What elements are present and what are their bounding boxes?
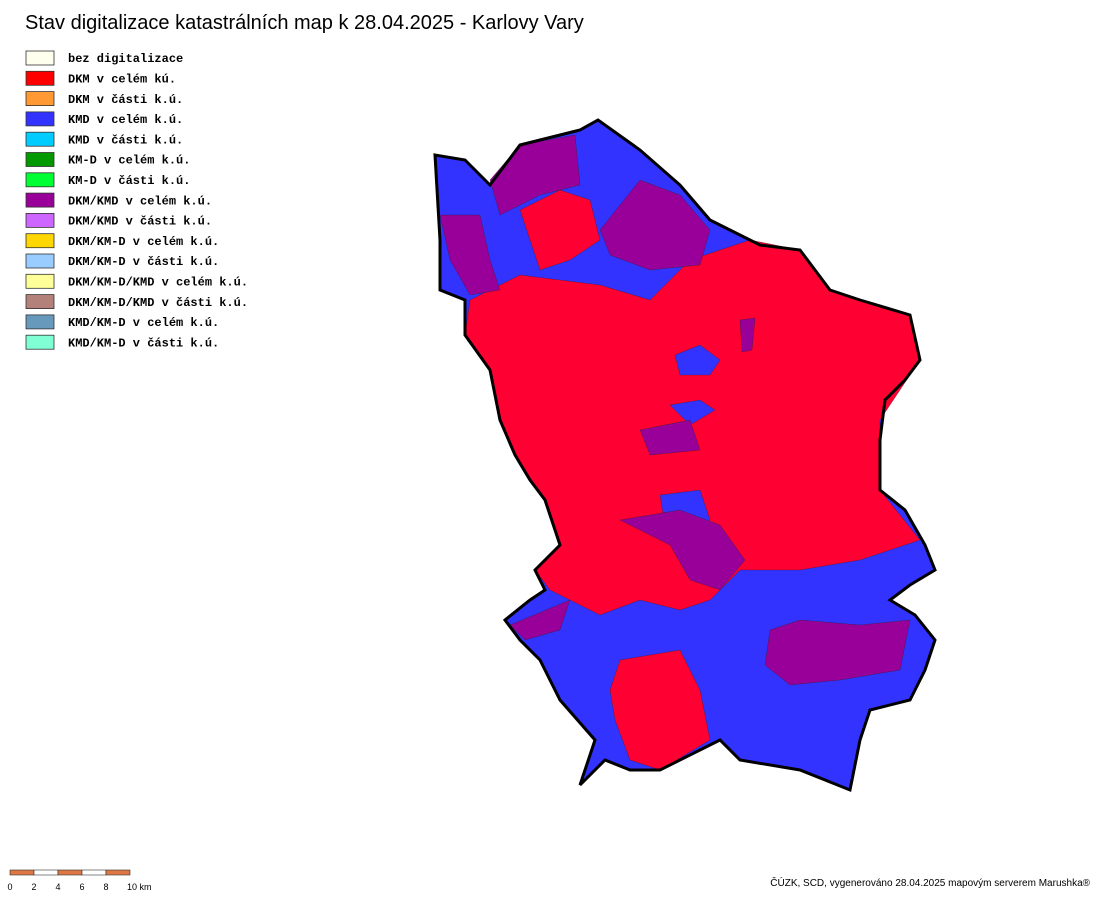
region-kmd: [674, 344, 721, 376]
region-dkm-kmd: [439, 214, 501, 296]
scale-label: 6: [79, 882, 84, 892]
legend-label: KMD v části k.ú.: [68, 133, 183, 147]
legend-label: KM-D v celém k.ú.: [68, 154, 190, 168]
legend-swatch: [25, 50, 55, 66]
footer-credit: ČÚZK, SCD, vygenerováno 28.04.2025 mapov…: [770, 876, 1090, 889]
legend: bez digitalizace DKM v celém kú. DKM v čás…: [25, 50, 248, 350]
legend-label: KMD/KM-D v celém k.ú.: [68, 316, 219, 330]
legend-label: DKM v celém kú.: [68, 72, 176, 86]
legend-label: KMD/KM-D v části k.ú.: [68, 336, 219, 350]
map: [433, 118, 937, 793]
scale-segment: [105, 869, 131, 876]
scale-label: 8: [103, 882, 108, 892]
region-dkm-kmd: [639, 419, 701, 456]
region-kmd: [669, 399, 716, 426]
legend-swatch: [25, 314, 55, 330]
legend-label: bez digitalizace: [68, 52, 183, 66]
scale-segment: [9, 869, 35, 876]
legend-label: DKM/KMD v celém k.ú.: [68, 194, 212, 208]
legend-swatch: [25, 172, 55, 188]
scale-segment: [81, 869, 107, 876]
region-dkm-kmd: [509, 599, 571, 641]
legend-swatch: [25, 70, 55, 86]
scale-bar: 0 2 4 6 8 10 km: [7, 869, 152, 892]
legend-label: DKM/KM-D/KMD v části k.ú.: [68, 296, 248, 310]
scale-label: 4: [55, 882, 60, 892]
map-outline: [433, 118, 937, 793]
region-dkm-kmd: [599, 179, 711, 271]
legend-label: KMD v celém k.ú.: [68, 113, 183, 127]
legend-swatch: [25, 253, 55, 269]
map-title: Stav digitalizace katastrálních map k 28…: [25, 12, 584, 34]
legend-swatch: [25, 111, 55, 127]
legend-swatch: [25, 91, 55, 106]
legend-swatch: [25, 212, 55, 228]
scale-label: 10 km: [127, 882, 152, 892]
scale-segment: [57, 869, 83, 876]
legend-swatch: [25, 273, 55, 289]
legend-swatch: [25, 192, 55, 208]
legend-swatch: [25, 334, 55, 350]
legend-swatch: [25, 294, 55, 310]
legend-label: DKM/KM-D/KMD v celém k.ú.: [68, 275, 248, 289]
legend-label: DKM v části k.ú.: [68, 93, 183, 107]
legend-swatch: [25, 233, 55, 249]
legend-swatch: [25, 131, 55, 147]
legend-swatch: [25, 152, 55, 167]
legend-label: DKM/KM-D v celém k.ú.: [68, 235, 219, 249]
region-dkm-kmd: [739, 317, 756, 353]
scale-label: 2: [31, 882, 36, 892]
legend-label: KM-D v části k.ú.: [68, 174, 190, 188]
legend-label: DKM/KM-D v části k.ú.: [68, 255, 219, 269]
region-dkm-kmd: [619, 509, 746, 591]
legend-label: DKM/KMD v části k.ú.: [68, 215, 212, 229]
scale-label: 0: [7, 882, 12, 892]
region-dkm-kmd: [764, 619, 911, 686]
scale-segment: [33, 869, 59, 876]
